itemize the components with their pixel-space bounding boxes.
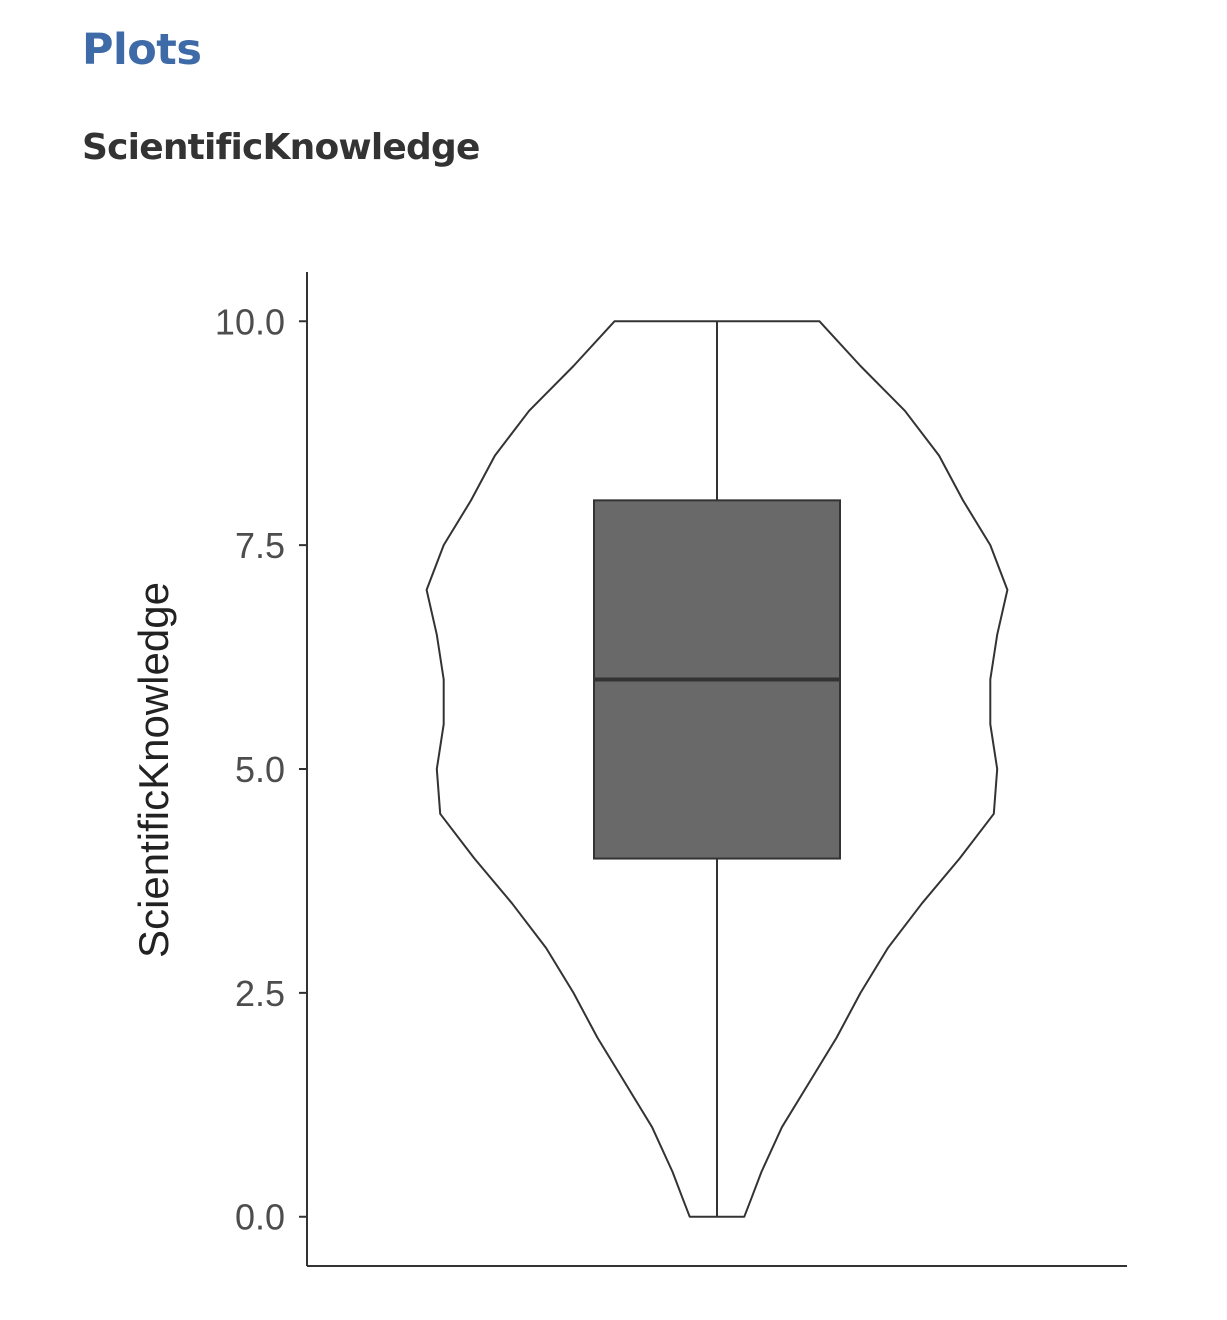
y-tick-label: 10.0 bbox=[215, 301, 285, 342]
y-tick-label: 0.0 bbox=[235, 1197, 285, 1238]
plot-title: ScientificKnowledge bbox=[82, 127, 480, 168]
y-tick-label: 2.5 bbox=[235, 973, 285, 1014]
plot-area bbox=[425, 320, 1009, 1218]
y-axis-ticks: 0.0 2.5 5.0 7.5 10.0 bbox=[215, 301, 307, 1238]
y-tick-label: 5.0 bbox=[235, 749, 285, 790]
y-axis-label: ScientificKnowledge bbox=[130, 582, 177, 958]
y-tick-label: 7.5 bbox=[235, 525, 285, 566]
section-heading: Plots bbox=[82, 25, 202, 75]
